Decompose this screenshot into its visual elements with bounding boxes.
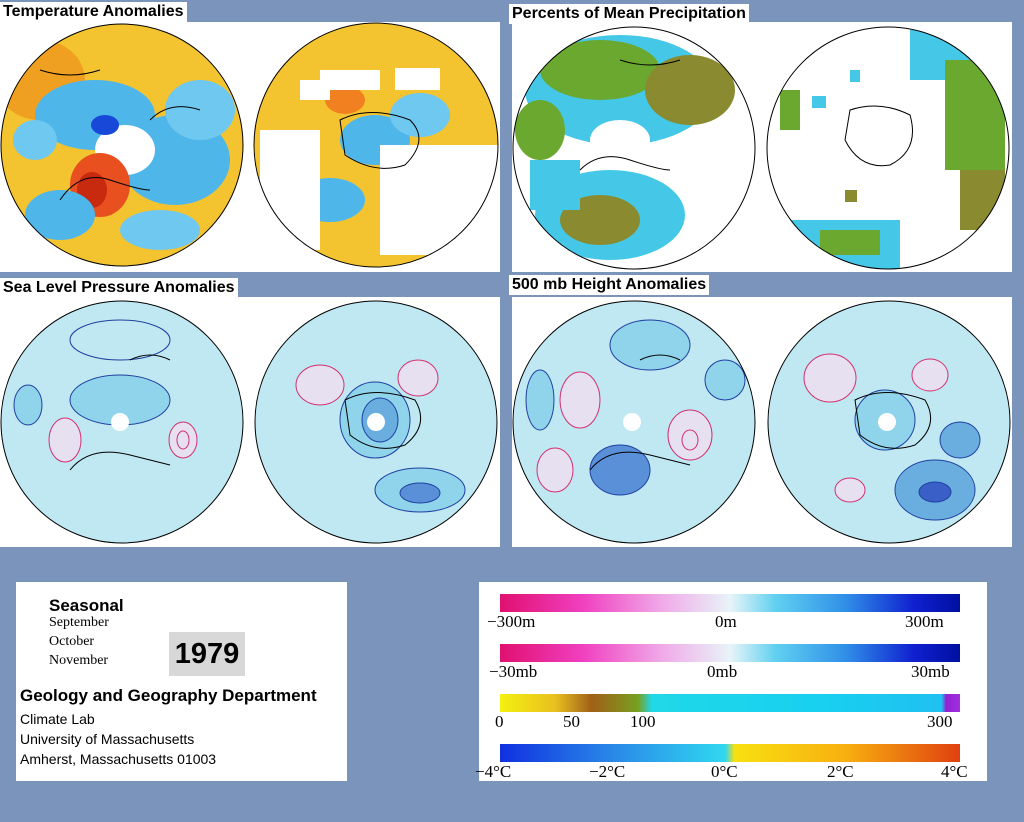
- temp-label-max: 4°C: [941, 762, 968, 781]
- height-label-max: 300m: [905, 612, 944, 631]
- map-globes: [0, 22, 1011, 544]
- university: University of Massachusetts: [20, 731, 195, 747]
- height-northern-hemisphere-map: [513, 301, 755, 543]
- month-2: October: [49, 634, 95, 649]
- pressure-label-max: 30mb: [911, 662, 950, 681]
- pressure-colorbar: [500, 644, 960, 662]
- temp-label-zero: 0°C: [711, 762, 738, 781]
- info-box: Seasonal September October November 1979…: [16, 582, 347, 781]
- precip-label-50: 50: [563, 712, 580, 731]
- height-label-zero: 0m: [715, 612, 737, 631]
- temp-label-neg2: −2°C: [589, 762, 626, 781]
- department: Geology and Geography Department: [20, 686, 317, 705]
- temperature-title: Temperature Anomalies: [0, 2, 187, 22]
- height-title: 500 mb Height Anomalies: [509, 275, 710, 295]
- temperature-southern-hemisphere-map: [254, 23, 498, 267]
- legend-box: −300m 0m 300m −30mb 0mb 30mb 0 50 100 30…: [475, 582, 987, 781]
- year-badge: 1979: [169, 632, 245, 676]
- precip-label-0: 0: [495, 712, 504, 731]
- temp-label-pos2: 2°C: [827, 762, 854, 781]
- height-southern-hemisphere-map: [768, 301, 1010, 543]
- pressure-label-zero: 0mb: [707, 662, 738, 681]
- pressure-label-min: −30mb: [489, 662, 538, 681]
- period-type: Seasonal: [49, 596, 124, 615]
- pressure-southern-hemisphere-map: [255, 301, 497, 543]
- temp-colorbar: [500, 744, 960, 762]
- pressure-title: Sea Level Pressure Anomalies: [0, 278, 238, 298]
- month-1: September: [49, 615, 109, 630]
- address: Amherst, Massachusetts 01003: [20, 751, 217, 767]
- precipitation-northern-hemisphere-map: [513, 27, 755, 269]
- height-colorbar: [500, 594, 960, 612]
- temperature-northern-hemisphere-map: [1, 24, 243, 266]
- temp-label-min: −4°C: [475, 762, 512, 781]
- height-label-min: −300m: [487, 612, 536, 631]
- precipitation-title: Percents of Mean Precipitation: [509, 4, 749, 24]
- precip-label-100: 100: [630, 712, 656, 731]
- precip-label-300: 300: [927, 712, 953, 731]
- pressure-northern-hemisphere-map: [1, 301, 243, 543]
- month-3: November: [49, 653, 109, 668]
- lab: Climate Lab: [20, 711, 95, 727]
- precip-colorbar: [500, 694, 960, 712]
